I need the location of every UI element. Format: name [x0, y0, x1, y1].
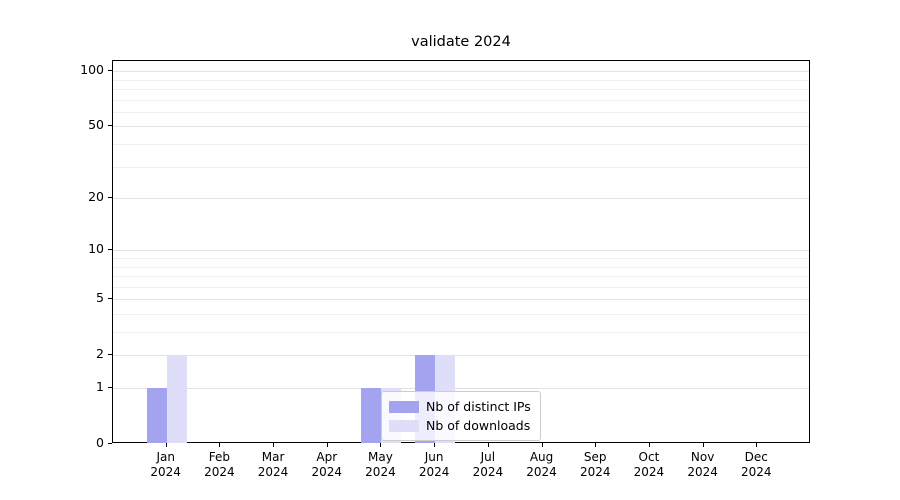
x-tick-month: Jul — [480, 450, 496, 464]
legend-swatch-distinct-ips — [389, 400, 419, 413]
x-tick-mark — [219, 443, 221, 447]
minor-gridline — [113, 313, 809, 315]
y-tick-label: 10 — [88, 241, 104, 257]
x-tick-label: Feb 2024 — [189, 450, 249, 480]
x-tick-mark — [487, 443, 489, 447]
x-tick-year: 2024 — [150, 465, 181, 479]
x-tick-year: 2024 — [741, 465, 772, 479]
x-tick-year: 2024 — [687, 465, 718, 479]
x-tick-mark — [541, 443, 543, 447]
minor-gridline — [113, 166, 809, 168]
y-tick-label: 50 — [88, 117, 104, 133]
y-tick-mark — [108, 298, 112, 300]
major-gridline — [113, 388, 809, 389]
x-tick-year: 2024 — [633, 465, 665, 479]
minor-gridline — [113, 111, 809, 113]
major-gridline — [113, 126, 809, 128]
minor-gridline — [113, 286, 809, 288]
x-tick-mark — [165, 443, 167, 447]
legend-item-downloads: Nb of downloads — [389, 416, 531, 435]
x-tick-label: Sep 2024 — [565, 450, 625, 480]
minor-gridline — [113, 79, 809, 81]
minor-gridline — [113, 276, 809, 278]
y-tick-label: 20 — [88, 189, 104, 205]
x-tick-mark — [756, 443, 758, 447]
legend-swatch-downloads — [389, 419, 419, 432]
y-tick-label: 2 — [96, 346, 104, 362]
y-tick-mark — [108, 125, 112, 127]
x-tick-mark — [326, 443, 328, 447]
x-tick-label: Mar 2024 — [243, 450, 303, 480]
bar-downloads — [166, 355, 187, 443]
y-tick-mark — [108, 354, 112, 356]
x-tick-year: 2024 — [311, 465, 343, 479]
x-tick-label: Oct 2024 — [619, 450, 679, 480]
x-tick-label: Dec 2024 — [726, 450, 786, 480]
major-gridline — [113, 198, 809, 200]
bar-distinct-ips — [146, 388, 167, 443]
x-tick-mark — [595, 443, 597, 447]
minor-gridline — [113, 332, 809, 334]
x-tick-month: May — [368, 450, 393, 464]
x-tick-label: Apr 2024 — [297, 450, 357, 480]
x-tick-label: Nov 2024 — [673, 450, 733, 480]
x-tick-month: Oct — [638, 450, 660, 464]
major-gridline — [113, 71, 809, 73]
y-tick-mark — [108, 249, 112, 251]
major-gridline — [113, 250, 809, 252]
x-tick-label: Jun 2024 — [404, 450, 464, 480]
legend-item-distinct-ips: Nb of distinct IPs — [389, 397, 531, 416]
x-tick-month: Jun — [424, 450, 444, 464]
x-tick-label: Jul 2024 — [458, 450, 518, 480]
x-tick-year: 2024 — [257, 465, 289, 479]
y-tick-mark — [108, 197, 112, 199]
chart-title: validate 2024 — [411, 34, 511, 50]
y-tick-mark — [108, 70, 112, 72]
minor-gridline — [113, 258, 809, 259]
y-tick-label: 100 — [80, 62, 104, 78]
x-tick-mark — [434, 443, 436, 447]
legend-label-distinct-ips: Nb of distinct IPs — [426, 399, 531, 414]
y-tick-label: 0 — [96, 435, 104, 450]
minor-gridline — [113, 144, 809, 146]
x-tick-year: 2024 — [472, 465, 504, 479]
x-tick-month: Aug — [529, 450, 554, 464]
plot-area: Nb of distinct IPs Nb of downloads — [112, 60, 810, 443]
x-tick-year: 2024 — [418, 465, 450, 479]
legend: Nb of distinct IPs Nb of downloads — [381, 391, 541, 441]
x-tick-month: Feb — [208, 450, 230, 464]
x-tick-mark — [702, 443, 704, 447]
y-tick-mark — [108, 387, 112, 388]
x-tick-month: Sep — [583, 450, 607, 464]
x-tick-year: 2024 — [204, 465, 235, 479]
x-tick-mark — [648, 443, 650, 447]
minor-gridline — [113, 266, 809, 268]
x-tick-label: May 2024 — [350, 450, 410, 480]
x-tick-month: Apr — [316, 450, 338, 464]
major-gridline — [113, 299, 809, 301]
y-tick-label: 1 — [96, 379, 104, 394]
minor-gridline — [113, 89, 809, 91]
major-gridline — [113, 355, 809, 357]
x-tick-month: Dec — [744, 450, 768, 464]
x-tick-year: 2024 — [526, 465, 557, 479]
x-tick-label: Aug 2024 — [512, 450, 572, 480]
x-tick-year: 2024 — [365, 465, 396, 479]
y-tick-label: 5 — [96, 290, 104, 306]
x-tick-year: 2024 — [579, 465, 611, 479]
bar-distinct-ips — [361, 388, 382, 443]
x-tick-mark — [380, 443, 382, 447]
legend-label-downloads: Nb of downloads — [426, 418, 531, 433]
x-tick-mark — [273, 443, 275, 447]
x-tick-label: Jan 2024 — [136, 450, 196, 480]
x-tick-month: Jan — [156, 450, 175, 464]
x-tick-month: Nov — [690, 450, 715, 464]
minor-gridline — [113, 99, 809, 101]
y-tick-mark — [108, 443, 112, 444]
x-tick-month: Mar — [261, 450, 285, 464]
